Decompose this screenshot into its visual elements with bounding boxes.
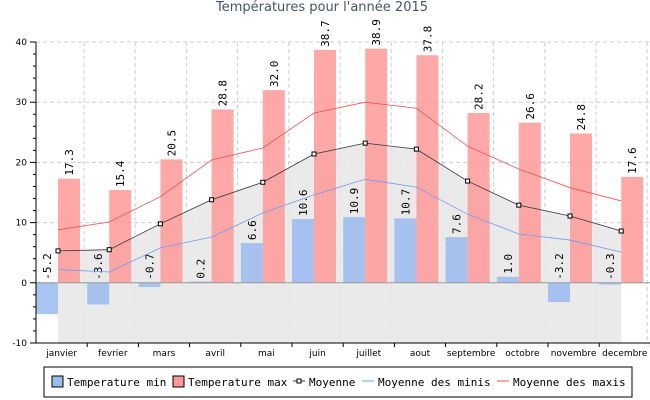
- bar-max: [160, 159, 183, 283]
- x-tick-label: decembre: [602, 349, 648, 359]
- chart-title: Températures pour l'année 2015: [215, 0, 428, 15]
- x-tick-label: mars: [153, 349, 176, 359]
- data-label-min: 1.0: [502, 254, 515, 274]
- data-label-max: 24.8: [575, 104, 588, 131]
- data-label-max: 28.2: [473, 84, 486, 111]
- data-label-min: 6.6: [246, 220, 259, 240]
- bar-max: [109, 190, 132, 283]
- x-tick-label: octobre: [505, 349, 540, 359]
- data-label-max: 38.9: [370, 19, 383, 46]
- x-tick-label: juillet: [355, 349, 381, 359]
- y-tick-label: 30: [16, 98, 28, 108]
- data-label-max: 17.6: [626, 147, 639, 174]
- moyenne-marker: [106, 247, 112, 253]
- legend-label-max: Temperature max: [188, 376, 288, 389]
- y-tick-label: 40: [16, 38, 28, 48]
- x-tick-label: septembre: [447, 349, 496, 359]
- data-label-min: -5.2: [41, 253, 54, 280]
- bar-min: [36, 282, 58, 315]
- bar-min: [445, 237, 468, 283]
- data-label-max: 20.5: [165, 130, 178, 157]
- y-tick-label: 20: [16, 158, 28, 168]
- x-tick-label: mai: [258, 349, 275, 359]
- moyenne-marker: [362, 140, 368, 146]
- data-label-max: 28.8: [217, 80, 230, 107]
- moyenne-marker: [260, 179, 266, 185]
- bar-max: [570, 133, 592, 283]
- bar-min: [599, 282, 622, 285]
- y-tick-label: -10: [12, 339, 27, 349]
- bar-min: [292, 218, 314, 283]
- bar-min: [343, 217, 366, 283]
- data-label-max: 38.7: [319, 20, 332, 47]
- line-moyenne-des-maxis: [57, 101, 622, 231]
- bar-max: [58, 178, 80, 283]
- legend-label-maxis: Moyenne des maxis: [513, 376, 626, 389]
- bar-max: [365, 48, 388, 283]
- x-tick-label: fevrier: [98, 349, 128, 359]
- moyenne-marker: [55, 248, 61, 254]
- bar-min: [87, 282, 110, 305]
- data-label-min: 10.7: [399, 189, 412, 216]
- legend-swatch-min: [51, 375, 64, 388]
- data-label-min: 10.6: [297, 189, 310, 216]
- bar-min: [240, 243, 263, 283]
- moyenne-marker: [209, 197, 215, 203]
- legend-label-minis: Moyenne des minis: [378, 376, 491, 389]
- x-tick-label: juin: [308, 349, 325, 359]
- data-label-max: 26.6: [524, 93, 537, 120]
- data-label-min: 10.9: [348, 188, 361, 215]
- legend-label-min: Temperature min: [67, 376, 166, 389]
- x-tick-label: avril: [205, 349, 225, 359]
- moyenne-marker: [618, 228, 624, 234]
- moyenne-marker: [516, 202, 522, 208]
- bar-max: [262, 90, 285, 283]
- bar-min: [548, 282, 570, 303]
- moyenne-marker: [465, 178, 471, 184]
- bar-max: [621, 176, 644, 283]
- data-label-min: -0.7: [143, 253, 156, 280]
- y-tick-label: 10: [16, 219, 28, 229]
- data-label-min: 0.2: [195, 259, 208, 279]
- moyenne-marker: [157, 221, 163, 227]
- bar-max: [416, 55, 439, 283]
- legend-label-moyenne: Moyenne: [309, 376, 355, 389]
- data-label-min: -0.3: [604, 253, 617, 280]
- y-tick-label: 0: [21, 279, 27, 289]
- x-tick-label: aout: [410, 349, 431, 359]
- data-label-max: 17.3: [63, 149, 76, 176]
- bar-min: [189, 281, 212, 283]
- data-label-min: -3.2: [553, 253, 566, 280]
- bar-min: [394, 218, 417, 283]
- bar-max: [518, 122, 541, 283]
- moyenne-marker: [567, 213, 573, 219]
- data-label-max: 15.4: [114, 160, 127, 187]
- data-label-min: 7.6: [451, 214, 464, 234]
- line-moyenne: [57, 142, 622, 252]
- x-tick-label: janvier: [45, 349, 77, 359]
- bar-min: [496, 276, 519, 283]
- bar-max: [467, 113, 490, 283]
- moyenne-marker: [413, 146, 419, 152]
- bar-min: [138, 282, 161, 288]
- line-moyenne-des-minis: [57, 178, 622, 273]
- data-label-max: 32.0: [268, 61, 281, 88]
- data-label-min: -3.6: [92, 253, 105, 280]
- legend: Temperature min Temperature max Moyenne …: [43, 366, 633, 398]
- legend-swatch-max: [172, 375, 185, 388]
- moyenne-marker: [311, 151, 317, 157]
- x-tick-label: novembre: [551, 349, 597, 359]
- data-label-max: 37.8: [421, 26, 434, 53]
- bar-max: [314, 49, 336, 283]
